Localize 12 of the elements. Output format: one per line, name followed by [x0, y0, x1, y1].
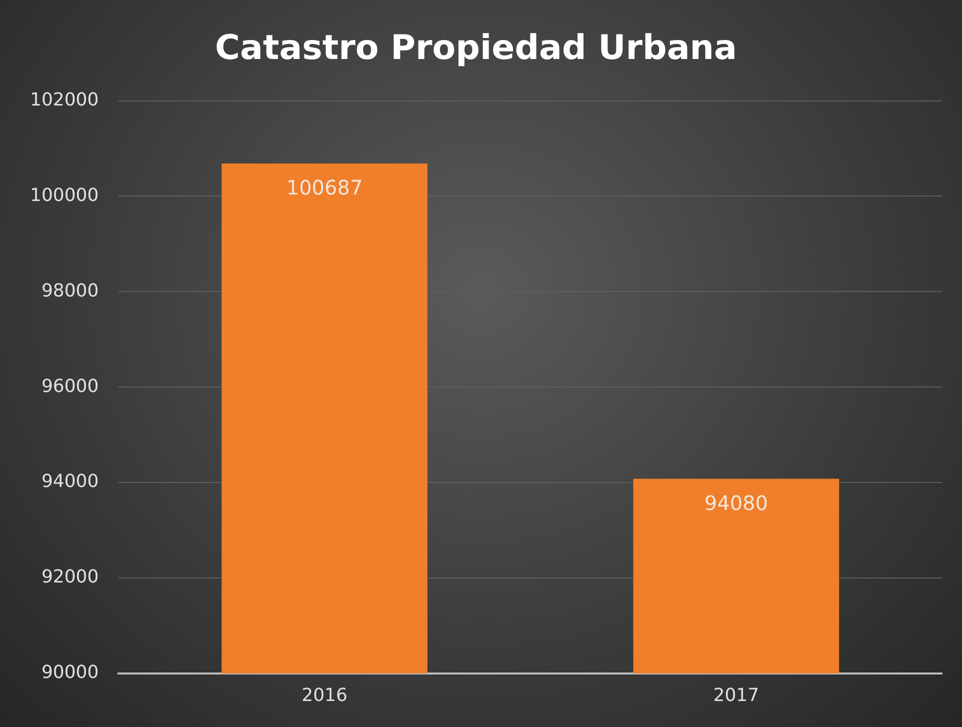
chart-title: Catastro Propiedad Urbana [215, 28, 737, 68]
y-tick-label: 102000 [30, 89, 99, 110]
x-tick-label: 2016 [302, 684, 348, 706]
y-tick-label: 90000 [41, 662, 99, 684]
y-tick-label: 98000 [41, 280, 99, 302]
y-tick-label: 94000 [41, 471, 99, 492]
data-label: 94080 [704, 490, 768, 515]
y-tick-label: 96000 [41, 376, 99, 397]
y-tick-label: 92000 [41, 566, 99, 588]
y-tick-label: 100000 [30, 184, 99, 206]
x-tick-label: 2017 [713, 684, 760, 706]
data-label: 100687 [286, 176, 363, 200]
